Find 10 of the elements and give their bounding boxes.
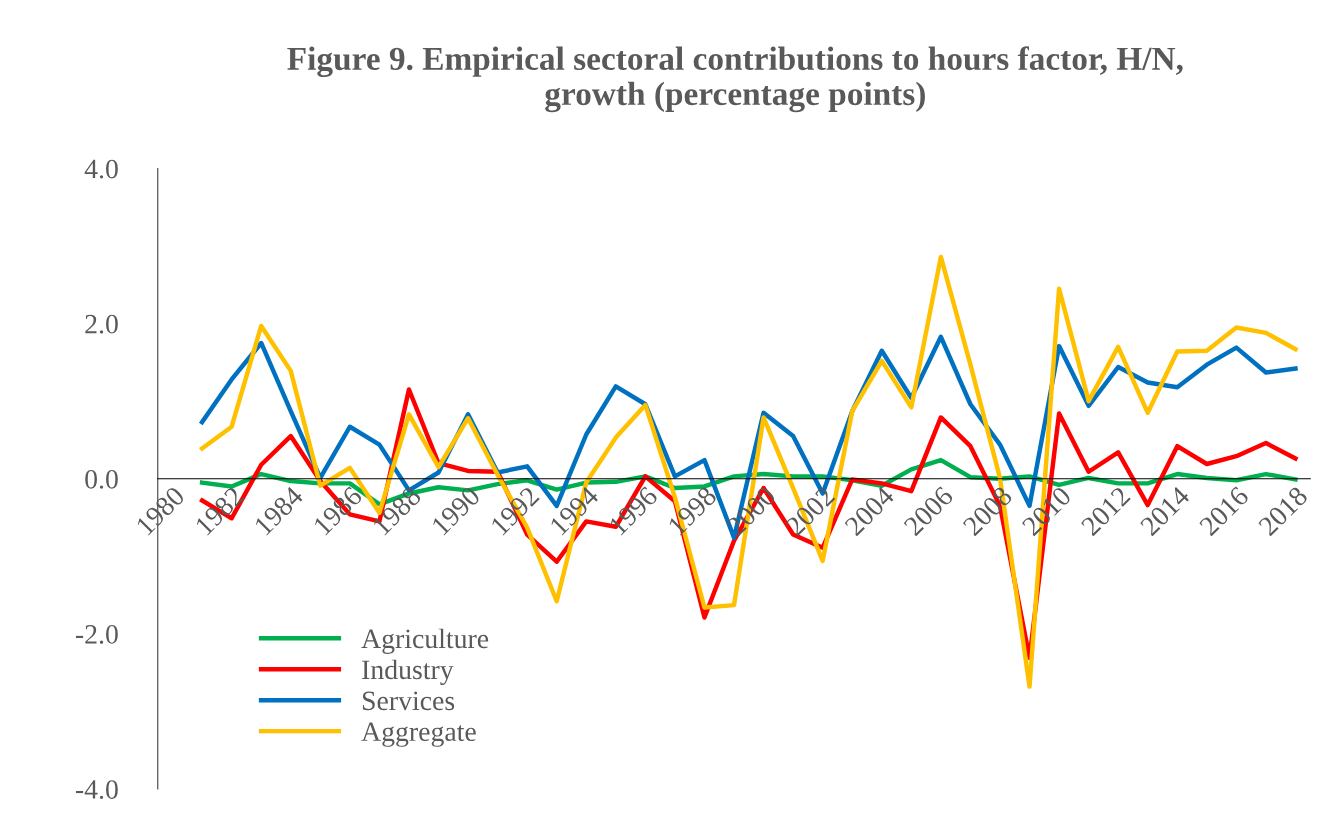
chart-title: Figure 9. Empirical sectoral contributions to hours factor, H/N, growth (percentage points) xyxy=(287,46,1183,113)
y-tick-label: 4.0 xyxy=(84,159,118,179)
y-tick-label: -4.0 xyxy=(75,780,118,799)
y-tick-label: 0.0 xyxy=(85,469,118,489)
y-tick-label: -2.0 xyxy=(75,625,118,644)
legend-label: Agriculture xyxy=(361,628,489,654)
legend-label: Services xyxy=(362,691,455,711)
legend-label: Aggregate xyxy=(361,722,476,747)
legend-label: Industry xyxy=(362,659,454,685)
y-tick-label: 2.0 xyxy=(85,314,118,334)
